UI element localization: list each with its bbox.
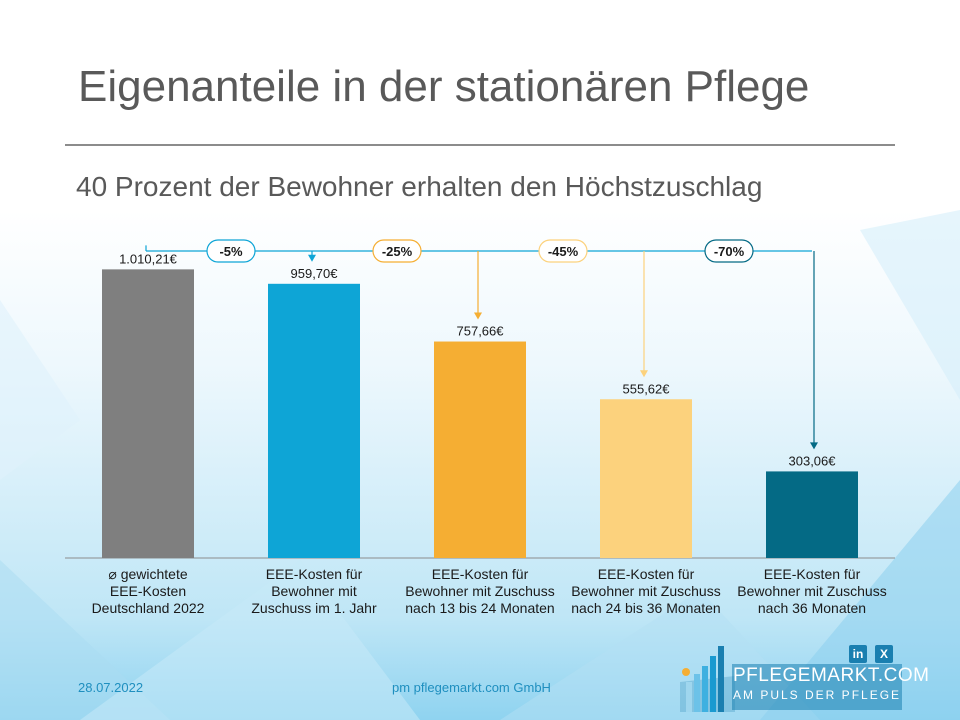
bar-1 — [102, 269, 194, 558]
reduction-badge-1 — [206, 239, 256, 263]
brand-name: PFLEGEMARKT.COM — [733, 665, 930, 686]
reduction-label-2: -25% — [382, 244, 413, 259]
reduction-badge-4 — [704, 239, 754, 263]
xing-icon[interactable]: X — [875, 645, 893, 663]
pflegemarkt-logo — [680, 646, 902, 712]
category-label-line: ⌀ gewichtete — [108, 566, 188, 582]
slide-subtitle: 40 Prozent der Bewohner erhalten den Höc… — [76, 171, 763, 202]
bar-3 — [434, 341, 526, 558]
reduction-label-1: -5% — [219, 244, 243, 259]
linkedin-icon[interactable]: in — [849, 645, 867, 663]
reduction-badge-3 — [538, 239, 588, 263]
footer-date: 28.07.2022 — [78, 680, 144, 695]
category-label-3: EEE-Kosten für Bewohner mit Zuschuss nach … — [395, 566, 565, 617]
reduction-arrowhead-3 — [640, 370, 648, 378]
footer-company: pm pflegemarkt.com GmbH — [392, 680, 551, 695]
category-label-line: Zuschuss im 1. Jahr — [251, 600, 377, 616]
value-label-2: 959,70€ — [291, 266, 339, 281]
reduction-label-4: -70% — [714, 244, 745, 259]
category-label-1: ⌀ gewichtete EEE-Kosten Deutschland 2022 — [63, 566, 233, 617]
value-label-5: 303,06€ — [789, 453, 837, 468]
reduction-badge-2 — [372, 239, 422, 263]
category-label-line: EEE-Kosten für — [265, 566, 363, 582]
bar-4 — [600, 399, 692, 558]
category-label-line: Deutschland 2022 — [91, 600, 205, 616]
category-label-line: Bewohner mit Zuschuss — [737, 583, 887, 599]
reduction-arrowhead-1 — [308, 254, 316, 262]
category-label-line: EEE-Kosten — [109, 583, 187, 599]
category-label-line: EEE-Kosten für — [597, 566, 695, 582]
value-label-4: 555,62€ — [623, 381, 671, 396]
category-label-line: EEE-Kosten für — [763, 566, 861, 582]
category-label-line: nach 24 bis 36 Monaten — [571, 600, 721, 616]
category-label-line: EEE-Kosten für — [431, 566, 529, 582]
reduction-arrowhead-4 — [810, 442, 818, 450]
bar-5 — [766, 471, 858, 558]
bar-2 — [268, 283, 360, 558]
category-label-line: Bewohner mit Zuschuss — [571, 583, 721, 599]
reduction-label-3: -45% — [548, 244, 579, 259]
reduction-arrowhead-2 — [474, 312, 482, 320]
value-label-3: 757,66€ — [457, 324, 505, 339]
brand-tagline: AM PULS DER PFLEGE — [733, 688, 902, 702]
category-label-line: Bewohner mit Zuschuss — [405, 583, 555, 599]
category-label-line: nach 13 bis 24 Monaten — [405, 600, 555, 616]
slide-title: Eigenanteile in der stationären Pflege — [78, 62, 810, 111]
category-label-line: Bewohner mit — [271, 583, 357, 599]
category-label-4: EEE-Kosten für Bewohner mit Zuschuss nach … — [561, 566, 731, 617]
title-divider — [65, 144, 895, 146]
value-label-1: 1.010,21€ — [119, 251, 178, 266]
category-label-2: EEE-Kosten für Bewohner mit Zuschuss im 1.… — [229, 566, 399, 617]
category-label-5: EEE-Kosten für Bewohner mit Zuschuss nach … — [727, 566, 897, 617]
category-label-line: nach 36 Monaten — [757, 600, 867, 616]
